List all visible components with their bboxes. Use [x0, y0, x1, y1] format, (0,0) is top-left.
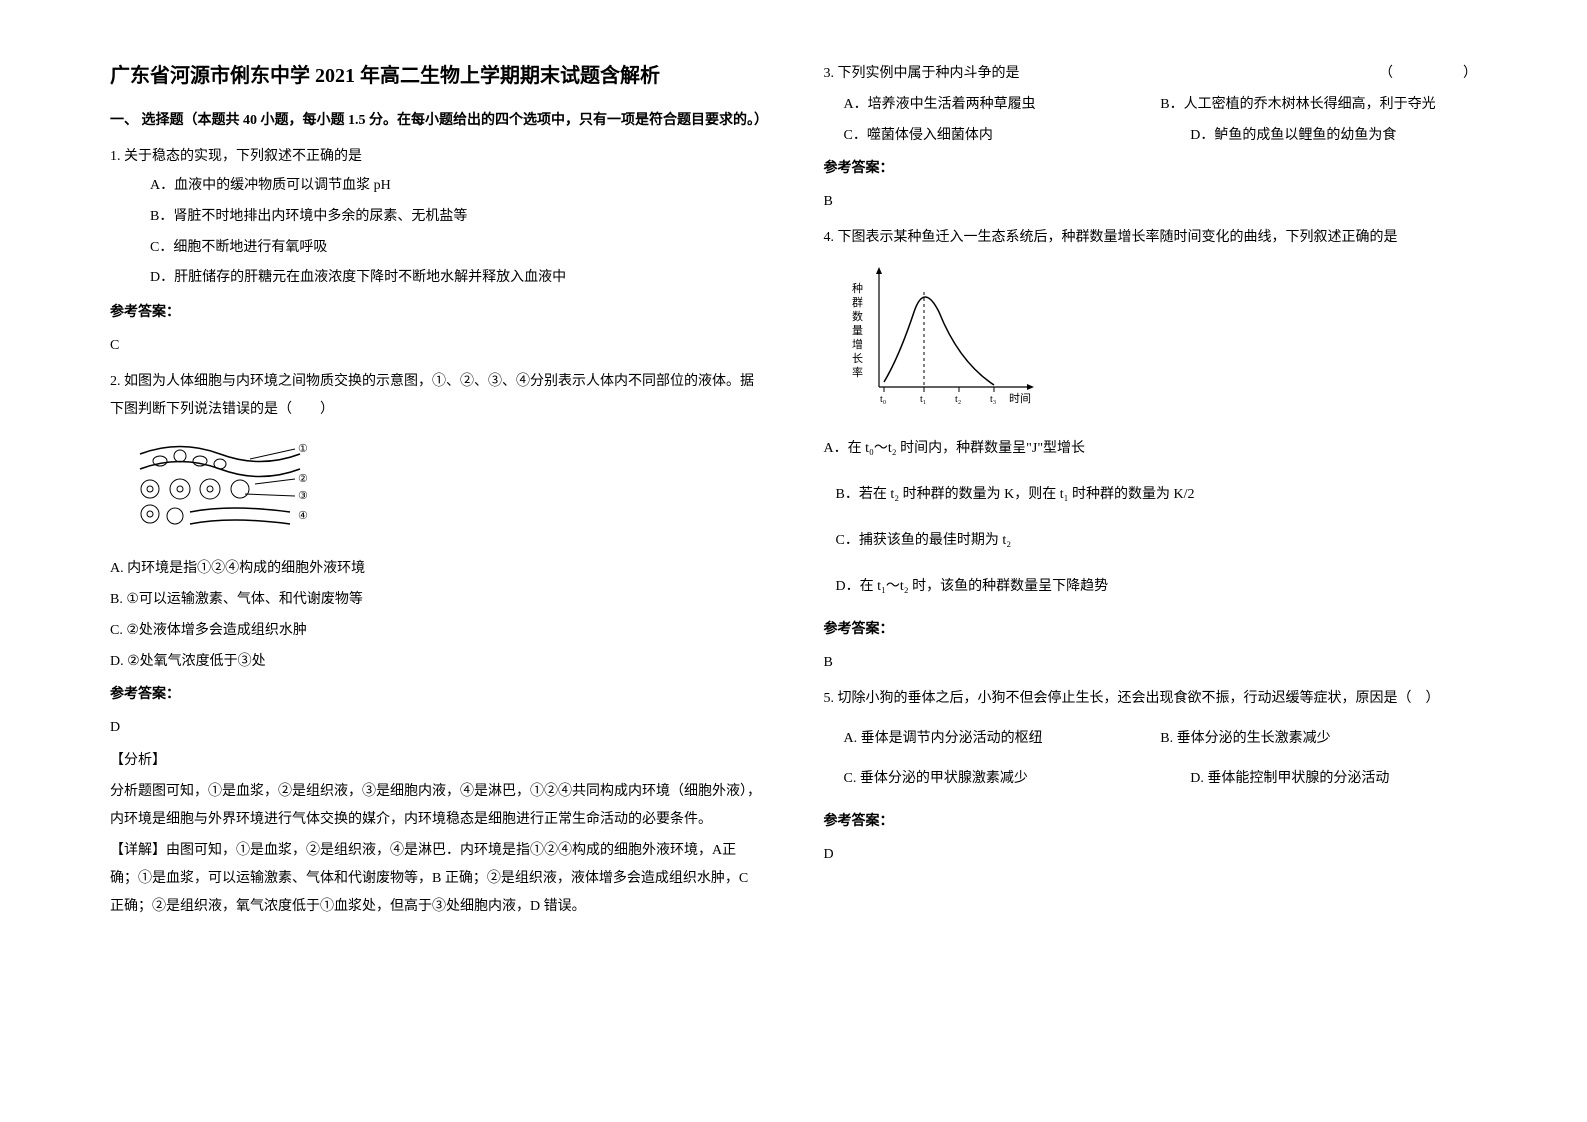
q2-answer-label: 参考答案： — [110, 681, 764, 709]
svg-text:长: 长 — [852, 352, 863, 365]
q5-option-d: D. 垂体能控制甲状腺的分泌活动 — [1130, 765, 1477, 793]
q3-paren: （ ） — [1379, 60, 1477, 88]
q1-option-a: A．血液中的缓冲物质可以调节血浆 pH — [110, 171, 764, 202]
growth-rate-chart-svg: 种 群 数 量 增 长 率 t₀ t₁ t₂ t₃ 时间 — [844, 262, 1044, 412]
q2-detail-text: 【详解】由图可知，①是血浆，②是组织液，④是淋巴．内环境是指①②④构成的细胞外液… — [110, 837, 764, 921]
q5-row1: A. 垂体是调节内分泌活动的枢纽 B. 垂体分泌的生长激素减少 — [824, 725, 1478, 753]
q2-option-a: A. 内环境是指①②④构成的细胞外液环境 — [110, 555, 764, 583]
q2-analysis-label: 【分析】 — [110, 747, 764, 775]
q5-option-b: B. 垂体分泌的生长激素减少 — [1160, 725, 1477, 753]
q3-stem: 3. 下列实例中属于种内斗争的是 — [824, 60, 1020, 88]
section-header: 一、 选择题（本题共 40 小题，每小题 1.5 分。在每小题给出的四个选项中，… — [110, 107, 764, 135]
svg-text:②: ② — [298, 473, 308, 485]
q5-stem: 5. 切除小狗的垂体之后，小狗不但会停止生长，还会出现食欲不振，行动迟缓等症状，… — [824, 685, 1478, 713]
q4-option-b: B．若在 t₂ 时种群的数量为 K，则在 t₁ 时种群的数量为 K/2 — [824, 481, 1478, 509]
q1-option-d: D．肝脏储存的肝糖元在血液浓度下降时不断地水解并释放入血液中 — [110, 263, 764, 294]
q5-option-a: A. 垂体是调节内分泌活动的枢纽 — [824, 725, 1161, 753]
q2-option-b: B. ①可以运输激素、气体、和代谢废物等 — [110, 586, 764, 614]
svg-text:t₀: t₀ — [880, 394, 887, 405]
q3-answer-label: 参考答案： — [824, 155, 1478, 183]
svg-text:①: ① — [298, 443, 308, 455]
q3-stem-row: 3. 下列实例中属于种内斗争的是 （ ） — [824, 60, 1478, 88]
q1-option-c: C．细胞不断地进行有氧呼吸 — [110, 233, 764, 264]
svg-text:t₃: t₃ — [990, 394, 996, 405]
q5-answer: D — [824, 841, 1478, 869]
q1-option-b: B．肾脏不时地排出内环境中多余的尿素、无机盐等 — [110, 202, 764, 233]
q1-answer: C — [110, 332, 764, 360]
q4-option-d: D．在 t₁～t₂ 时，该鱼的种群数量呈下降趋势 — [824, 573, 1478, 601]
left-column: 广东省河源市俐东中学 2021 年高二生物上学期期末试题含解析 一、 选择题（本… — [80, 60, 794, 1062]
q4-answer-label: 参考答案： — [824, 616, 1478, 644]
q2-option-d: D. ②处氧气浓度低于③处 — [110, 648, 764, 676]
q2-answer: D — [110, 714, 764, 742]
svg-text:增: 增 — [852, 337, 863, 351]
q3-option-d: D．鲈鱼的成鱼以鲤鱼的幼鱼为食 — [1130, 122, 1477, 150]
q4-xlabel: 时间 — [1009, 392, 1031, 405]
q1-answer-label: 参考答案： — [110, 299, 764, 327]
svg-text:t₁: t₁ — [920, 394, 926, 405]
right-column: 3. 下列实例中属于种内斗争的是 （ ） A．培养液中生活着两种草履虫 B．人工… — [794, 60, 1508, 1062]
q3-option-a: A．培养液中生活着两种草履虫 — [824, 91, 1161, 119]
svg-text:④: ④ — [298, 510, 308, 522]
q5-answer-label: 参考答案： — [824, 808, 1478, 836]
q2-detail-body: 由图可知，①是血浆，②是组织液，④是淋巴．内环境是指①②④构成的细胞外液环境，A… — [110, 843, 748, 914]
q2-detail-label: 【详解】 — [110, 843, 166, 858]
q2-option-c: C. ②处液体增多会造成组织水肿 — [110, 617, 764, 645]
svg-text:③: ③ — [298, 490, 308, 502]
q3-option-c: C．噬菌体侵入细菌体内 — [824, 122, 1131, 150]
q5-option-c: C. 垂体分泌的甲状腺激素减少 — [824, 765, 1131, 793]
svg-text:群: 群 — [852, 295, 863, 309]
svg-text:t₂: t₂ — [955, 394, 961, 405]
q2-diagram: ① ② ③ ④ — [130, 434, 764, 545]
q4-option-c: C．捕获该鱼的最佳时期为 t₂ — [824, 527, 1478, 555]
q3-answer: B — [824, 188, 1478, 216]
cell-exchange-diagram-svg: ① ② ③ ④ — [130, 434, 310, 534]
document-title: 广东省河源市俐东中学 2021 年高二生物上学期期末试题含解析 — [110, 60, 764, 92]
q4-stem: 4. 下图表示某种鱼迁入一生态系统后，种群数量增长率随时间变化的曲线，下列叙述正… — [824, 224, 1478, 252]
q3-row2: C．噬菌体侵入细菌体内 D．鲈鱼的成鱼以鲤鱼的幼鱼为食 — [824, 122, 1478, 150]
svg-text:率: 率 — [852, 365, 863, 379]
q4-ylabel: 种 — [852, 281, 863, 295]
q1-stem: 1. 关于稳态的实现，下列叙述不正确的是 — [110, 143, 764, 171]
svg-text:量: 量 — [852, 324, 863, 337]
q3-row1: A．培养液中生活着两种草履虫 B．人工密植的乔木树林长得细高，利于夺光 — [824, 91, 1478, 119]
q2-analysis-text: 分析题图可知，①是血浆，②是组织液，③是细胞内液，④是淋巴，①②④共同构成内环境… — [110, 778, 764, 834]
q4-option-a: A．在 t₀～t₂ 时间内，种群数量呈"J"型增长 — [824, 435, 1478, 463]
q3-option-b: B．人工密植的乔木树林长得细高，利于夺光 — [1160, 91, 1477, 119]
q4-answer: B — [824, 649, 1478, 677]
q4-chart: 种 群 数 量 增 长 率 t₀ t₁ t₂ t₃ 时间 — [844, 262, 1478, 423]
q5-row2: C. 垂体分泌的甲状腺激素减少 D. 垂体能控制甲状腺的分泌活动 — [824, 765, 1478, 793]
q2-stem: 2. 如图为人体细胞与内环境之间物质交换的示意图，①、②、③、④分别表示人体内不… — [110, 368, 764, 424]
svg-text:数: 数 — [852, 310, 863, 323]
